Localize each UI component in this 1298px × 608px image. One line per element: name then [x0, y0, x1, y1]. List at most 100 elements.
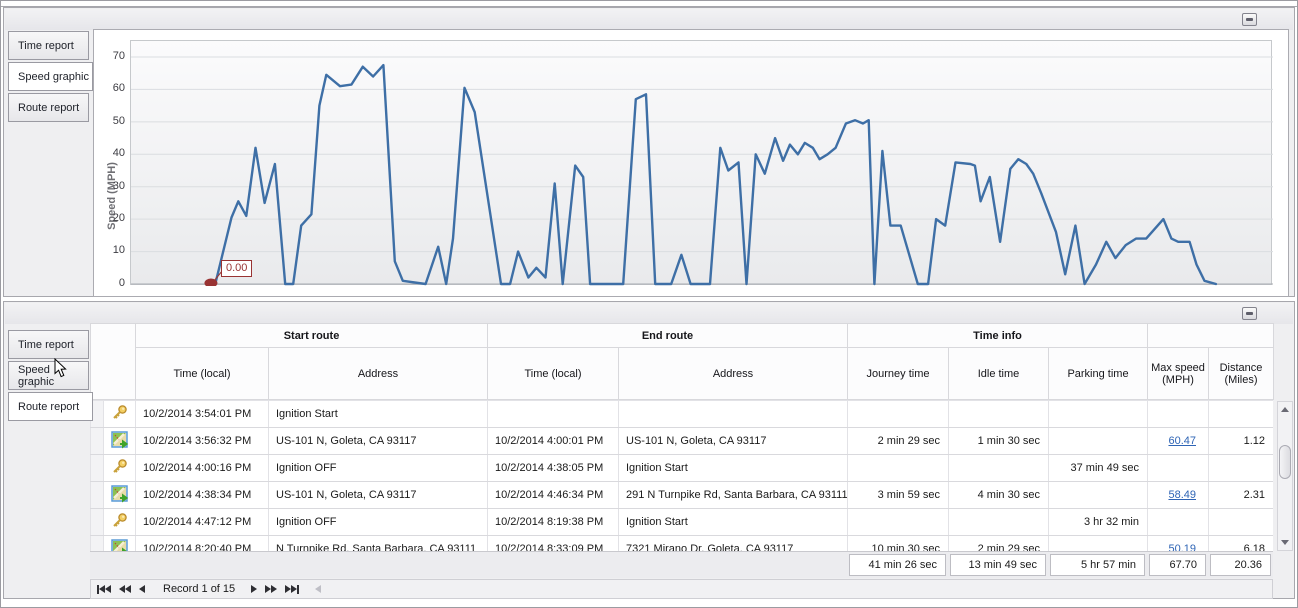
tab-label: Time report — [18, 39, 74, 52]
col-header-end-address[interactable]: Address — [618, 347, 848, 400]
cell-parking-time — [1048, 535, 1148, 551]
collapse-button-bottom[interactable] — [1242, 307, 1257, 320]
max-speed-link[interactable]: 60.47 — [1168, 435, 1196, 447]
max-speed-link[interactable]: 58.49 — [1168, 489, 1196, 501]
ignition-key-icon — [113, 459, 127, 473]
cell-journey-time — [847, 508, 949, 536]
cell-start-time: 10/2/2014 4:00:16 PM — [135, 454, 269, 482]
group-header-time-info[interactable]: Time info — [846, 323, 1149, 348]
mouse-cursor — [54, 358, 67, 378]
arrow-up-icon — [1281, 407, 1289, 412]
y-tick: 60 — [112, 82, 125, 94]
scroll-up-button[interactable] — [1278, 402, 1292, 417]
last-record-button[interactable] — [285, 583, 300, 595]
cell-journey-time — [847, 400, 949, 428]
cell-distance: 6.18 — [1208, 535, 1273, 551]
previous-record-button[interactable] — [139, 583, 145, 595]
cell-end-time: 10/2/2014 8:33:09 PM — [487, 535, 619, 551]
tab-time-report-top[interactable]: Time report — [8, 31, 89, 60]
max-speed-link[interactable]: 50.19 — [1168, 543, 1196, 551]
arrow-down-icon — [1281, 540, 1289, 545]
y-tick: 40 — [112, 147, 125, 159]
row-indicator — [90, 508, 104, 536]
table-row[interactable]: 10/2/2014 4:38:34 PM US-101 N, Goleta, C… — [90, 481, 1273, 509]
col-header-max-speed[interactable]: Max speed (MPH) — [1147, 347, 1210, 400]
col-header-start-time[interactable]: Time (local) — [135, 347, 269, 400]
y-tick: 20 — [112, 212, 125, 224]
route-map-icon — [110, 484, 128, 502]
tab-label: Route report — [18, 400, 80, 413]
collapse-button-top[interactable] — [1242, 13, 1257, 26]
tab-speed-graphic-top[interactable]: Speed graphic — [8, 62, 93, 91]
group-header-end-route[interactable]: End route — [487, 323, 848, 348]
tab-label: Speed graphic — [18, 363, 55, 388]
scrollbar-thumb[interactable] — [1279, 445, 1291, 479]
next-record-button[interactable] — [251, 583, 258, 595]
col-header-journey-time[interactable]: Journey time — [847, 347, 949, 400]
speed-line-svg — [131, 56, 1273, 286]
col-header-parking-time[interactable]: Parking time — [1047, 347, 1149, 400]
cell-start-time: 10/2/2014 4:47:12 PM — [135, 508, 269, 536]
route-table-body: 10/2/2014 3:54:01 PM Ignition Start 10/2… — [90, 400, 1273, 551]
plot-area: 0.00 — [130, 40, 1273, 286]
next-page-button[interactable] — [265, 583, 278, 595]
cell-start-time: 10/2/2014 4:38:34 PM — [135, 481, 269, 509]
row-indicator — [90, 454, 104, 482]
top-splitter — [1, 1, 1297, 7]
group-header-empty — [1147, 323, 1275, 348]
table-row[interactable]: 10/2/2014 4:47:12 PM Ignition OFF 10/2/2… — [90, 508, 1273, 536]
cell-journey-time: 10 min 30 sec — [847, 535, 949, 551]
cell-end-time: 10/2/2014 4:00:01 PM — [487, 427, 619, 455]
route-table-header: Start route End route Time info Time (lo… — [90, 323, 1275, 400]
ignition-key-icon — [113, 405, 127, 419]
vertical-scrollbar[interactable] — [1277, 401, 1293, 551]
col-header-distance[interactable]: Distance (Miles) — [1208, 347, 1275, 400]
cell-distance — [1208, 508, 1273, 536]
cell-idle-time — [948, 400, 1049, 428]
cell-parking-time — [1048, 400, 1148, 428]
summary-distance: 20.36 — [1210, 554, 1271, 576]
cell-max-speed — [1147, 400, 1209, 428]
cell-end-address: US-101 N, Goleta, CA 93117 — [618, 427, 848, 455]
cell-end-time: 10/2/2014 4:46:34 PM — [487, 481, 619, 509]
cell-start-address: US-101 N, Goleta, CA 93117 — [268, 427, 488, 455]
first-record-button[interactable] — [97, 583, 111, 595]
header-lead-cell — [90, 323, 136, 400]
table-row[interactable]: 10/2/2014 4:00:16 PM Ignition OFF 10/2/2… — [90, 454, 1273, 482]
cell-distance — [1208, 454, 1273, 482]
col-header-end-time[interactable]: Time (local) — [487, 347, 619, 400]
chart-tooltip: 0.00 — [221, 260, 253, 277]
tab-time-report-bottom[interactable]: Time report — [8, 330, 89, 359]
y-tick: 50 — [112, 115, 125, 127]
row-indicator — [90, 481, 104, 509]
route-report-panel: Time report Speed graphic Route report S… — [3, 301, 1295, 599]
y-tick: 70 — [112, 50, 125, 62]
group-header-start-route[interactable]: Start route — [135, 323, 488, 348]
cell-start-address: Ignition OFF — [268, 508, 488, 536]
table-row[interactable]: 10/2/2014 3:54:01 PM Ignition Start — [90, 400, 1273, 428]
top-tabstrip: Time report Speed graphic Route report — [8, 31, 93, 124]
col-header-idle-time[interactable]: Idle time — [948, 347, 1049, 400]
cell-start-time: 10/2/2014 3:54:01 PM — [135, 400, 269, 428]
cell-max-speed — [1147, 454, 1209, 482]
scroll-down-button[interactable] — [1278, 535, 1292, 550]
tab-speed-graphic-bottom[interactable]: Speed graphic — [8, 361, 89, 390]
y-tick: 0 — [118, 277, 125, 289]
panel-header-bottom — [5, 303, 1293, 324]
table-row[interactable]: 10/2/2014 8:20:40 PM N Turnpike Rd, Sant… — [90, 535, 1273, 551]
cell-idle-time — [948, 454, 1049, 482]
row-indicator — [90, 535, 104, 551]
tab-route-report-bottom[interactable]: Route report — [8, 392, 93, 421]
hscroll-left-button[interactable] — [315, 583, 322, 595]
cell-end-time: 10/2/2014 8:19:38 PM — [487, 508, 619, 536]
previous-page-button[interactable] — [119, 583, 131, 595]
cell-end-address — [618, 400, 848, 428]
col-header-start-address[interactable]: Address — [268, 347, 488, 400]
cell-end-time — [487, 400, 619, 428]
tab-label: Speed graphic — [18, 70, 89, 83]
route-map-icon — [110, 430, 128, 448]
route-map-icon — [110, 538, 128, 551]
table-row[interactable]: 10/2/2014 3:56:32 PM US-101 N, Goleta, C… — [90, 427, 1273, 455]
tab-route-report-top[interactable]: Route report — [8, 93, 89, 122]
cell-parking-time: 37 min 49 sec — [1048, 454, 1148, 482]
